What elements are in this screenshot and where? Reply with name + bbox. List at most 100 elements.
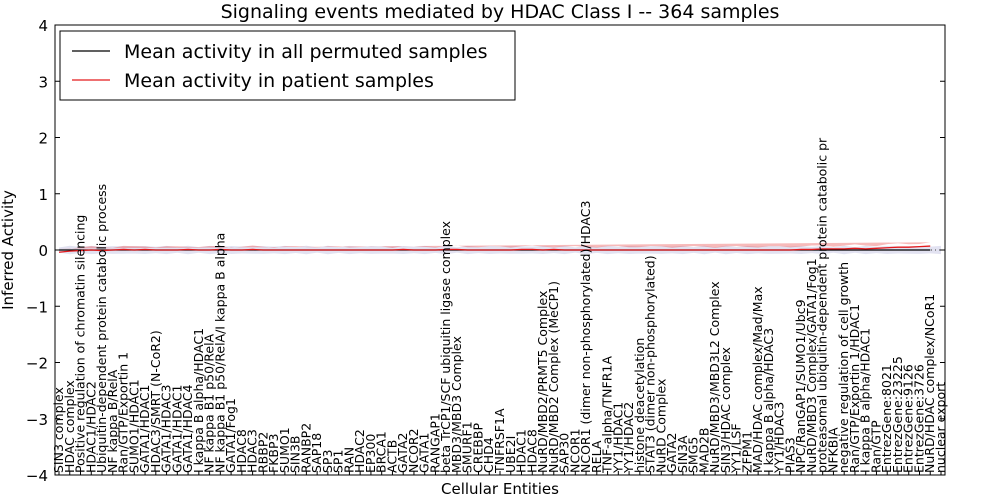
x-tick-label: NuRD/HDAC complex/NCoR1 [922,294,937,473]
x-tick-label: HDAC8 [524,429,539,473]
x-tick-label: I kappa B alpha/HDAC1 [191,328,206,473]
x-tick-label: GATA1/HDAC4 [180,384,195,473]
x-tick-label: SIN3B [288,436,303,474]
y-tick-label: 3 [38,73,48,91]
x-tick-label: TNFRSF1A [492,408,507,474]
x-tick-label: UBE2I [503,436,518,473]
x-tick-label: NCOR2 [406,428,421,473]
y-axis-label: Inferred Activity [0,190,17,310]
x-tick-label: GATA2 [664,433,679,473]
y-tick-label: −1 [26,298,48,316]
x-tick-label: Ran/GTP [868,420,883,473]
x-tick-label: ACTB [384,440,399,473]
band-patient [59,242,931,249]
x-tick-label: GATA1/HDAC1 [137,385,152,473]
x-tick-label: SUMO1 [277,427,292,473]
x-tick-label: YY1/HDAC2 [621,402,636,474]
x-tick-label: SAP18 [309,433,324,473]
x-tick-label: NuRD Complex [653,379,668,473]
x-tick-label: NuRD/MBD3 Complex/GATA1/Fog1 [804,258,819,473]
y-tick-label: 4 [38,17,48,35]
x-axis-label: Cellular Entities [441,480,559,498]
x-tick-label: NCOR1 [567,428,582,473]
x-tick-label: I kappa B alpha/HDAC3 [761,328,776,473]
x-tick-label: GATA1/HDAC3 [159,385,174,473]
x-tick-label: NuRD/MBD2 Complex (MeCP1) [546,281,561,473]
x-tick-label: SIN3 complex [51,387,66,473]
x-tick-label: STAT3 (dimer non-phosphorylated) [643,255,658,473]
x-tick-label: GATA1 [417,433,432,473]
x-tick-label: BRCA1 [374,431,389,473]
x-tick-label: beta TrCP1/SCF ubiquitin ligase complex [438,221,453,473]
x-tick-label: Ran/GTP/Exportin 1 [116,352,131,473]
x-tick-label: I kappa B alpha/HDAC1 [858,328,873,473]
legend: Mean activity in all permuted samples Me… [59,30,516,101]
x-tick-label: EP300 [363,434,378,473]
x-tick-label: EntrezGene:8021 [879,364,894,473]
x-tick-label: RAN [341,447,356,473]
legend-label-permuted: Mean activity in all permuted samples [124,41,487,63]
x-tick-label: histone deacetylation [632,338,647,473]
x-tick-label: HDAC1 [514,429,529,473]
x-tick-label: NF kappa B1 p50/RelA/I kappa B alpha [212,233,227,473]
x-tick-label: SIN3/HDAC complex [718,347,733,473]
x-tick-label: EntrezGene:9126 [901,364,916,473]
x-tick-label: NuRD/MBD3/MBD3L2 Complex [707,281,722,473]
x-tick-label: GATA1/HDAC1 [169,385,184,473]
y-tick-label: −2 [26,355,48,373]
x-tick-label: SUMO1/HDAC1 [126,379,141,473]
x-tick-label: HDAC1/HDAC2 [83,381,98,473]
x-tick-label: SAP30 [557,433,572,473]
chart-title: Signaling events mediated by HDAC Class … [221,1,780,23]
x-tick-label: Positive regulation of chromatin silenci… [73,215,88,473]
x-tick-label: MAD/HDAC complex/Mad/Max [750,286,765,473]
x-tick-label: Ubiquitin-dependent protein catabolic pr… [94,184,109,473]
x-tick-label: CHD4 [481,437,496,473]
x-tick-label: SIN3A [675,435,690,473]
x-tick-label: NPC/RanGAP1/SUMO1/Ubc9 [793,299,808,473]
x-axis-ticks [58,471,942,475]
x-tick-label: SMG5 [686,437,701,473]
x-tick-label: CREBBP [470,423,485,473]
x-tick-label: NFKBIA [825,427,840,473]
x-tick-label: MBD3/MBD3 Complex [449,336,464,473]
x-tick-label: proteasomal ubiquitin-dependent protein … [815,137,830,473]
x-tick-label: HDAC complex [62,380,77,473]
y-tick-label: 2 [38,130,48,148]
x-tick-label: HDAC3/SMRT (N-CoR2) [148,330,163,473]
x-tick-label: HDAC8 [234,429,249,473]
x-tick-label: NuRD/MBD2/PRMT5 Complex [535,291,550,473]
x-tick-label: NF kappa B1 p50/RelA [202,333,217,473]
x-tick-label: EntrezGene:23225 [890,356,905,473]
x-tick-label: YY1/HDAC1 [610,402,625,474]
y-tick-label: 1 [38,186,48,204]
legend-box [59,30,516,101]
x-tick-label: HDAC3 [245,429,260,473]
x-tick-label: negative regulation of cell growth [836,262,851,473]
x-tick-label: RANGAP1 [427,413,442,473]
y-tick-label: 0 [38,242,48,260]
x-tick-label: FKBP3 [266,434,281,473]
x-tick-label: MAD2B [696,428,711,474]
x-tick-label: SP1 [331,450,346,473]
series-line-patient [58,245,931,253]
x-tick-label: RANBP2 [298,423,313,473]
x-tick-label: HDAC2 [352,429,367,473]
x-tick-label: Ran/GTP/Exportin 1/HDAC1 [847,304,862,473]
x-tick-label: RBBP2 [255,432,270,473]
x-tick-label: SMURF1 [460,421,475,473]
x-tick-label: EntrezGene:3726 [911,364,926,473]
x-tick-label: PIAS3 [782,437,797,473]
x-tick-label: NF kappa B/RelA [105,369,120,473]
legend-label-patient: Mean activity in patient samples [124,70,434,92]
x-tick-label: GATA1/Fog1 [223,398,238,473]
x-tick-label: TNF-alpha/TNFR1A [600,356,615,474]
x-tick-label: nuclear export [933,382,948,473]
x-tick-label: NCOR1 (dimer non-phosphorylated)/HDAC3 [578,201,593,473]
x-tick-label: ZFPM1 [739,431,754,473]
y-tick-label: −4 [26,467,48,485]
y-axis-ticks: −4 −3 −2 −1 0 1 2 3 4 [26,17,945,485]
x-tick-label: YY1/LSF [729,423,744,474]
